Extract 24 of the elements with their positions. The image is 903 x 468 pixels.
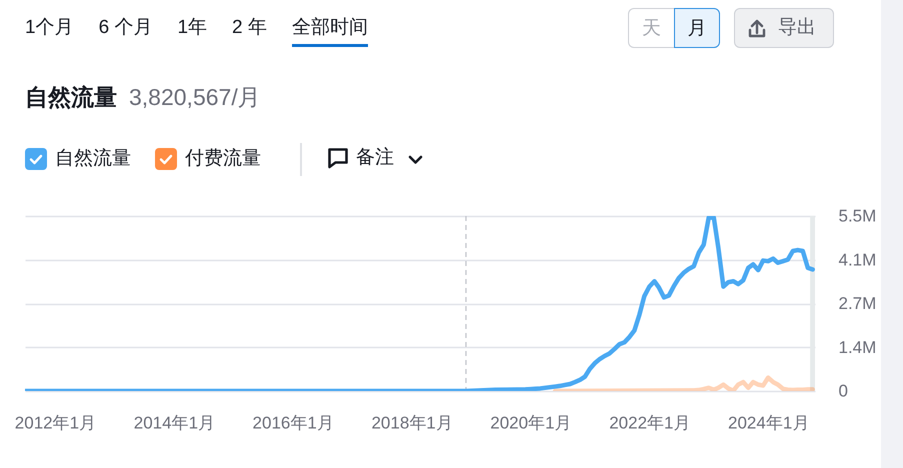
- text: 全部时间: [292, 16, 368, 40]
- y-tick-label: 0: [838, 382, 848, 400]
- y-tick-label: 4.1M: [838, 250, 876, 270]
- chart-subtitle: 3,820,567/月: [129, 83, 261, 112]
- x-tick-label: 2020年1月: [490, 414, 572, 432]
- x-tick-label: 2024年1月: [728, 414, 810, 432]
- y-tick-label: 5.5M: [838, 206, 876, 226]
- chart-title: 自然流量: [25, 83, 117, 112]
- x-tick-label: 2018年1月: [371, 414, 453, 432]
- export-button: 导出: [734, 8, 834, 48]
- text: 1年: [177, 16, 208, 40]
- legend-label: 付费流量: [185, 147, 261, 171]
- x-tick-label: 2022年1月: [609, 414, 690, 432]
- x-tick-label: 2016年1月: [252, 414, 334, 432]
- x-tick-label: 2012年1月: [14, 414, 96, 432]
- text: 2 年: [232, 16, 267, 40]
- text: 备注: [356, 146, 394, 170]
- text: 1个月: [25, 16, 74, 40]
- text: 6 个月: [98, 16, 152, 40]
- y-tick-label: 1.4M: [838, 338, 876, 357]
- x-tick-label: 2014年1月: [134, 414, 216, 432]
- line-series: [25, 216, 815, 391]
- y-tick-label: 2.7M: [838, 294, 876, 313]
- legend-label: 自然流量: [55, 147, 131, 171]
